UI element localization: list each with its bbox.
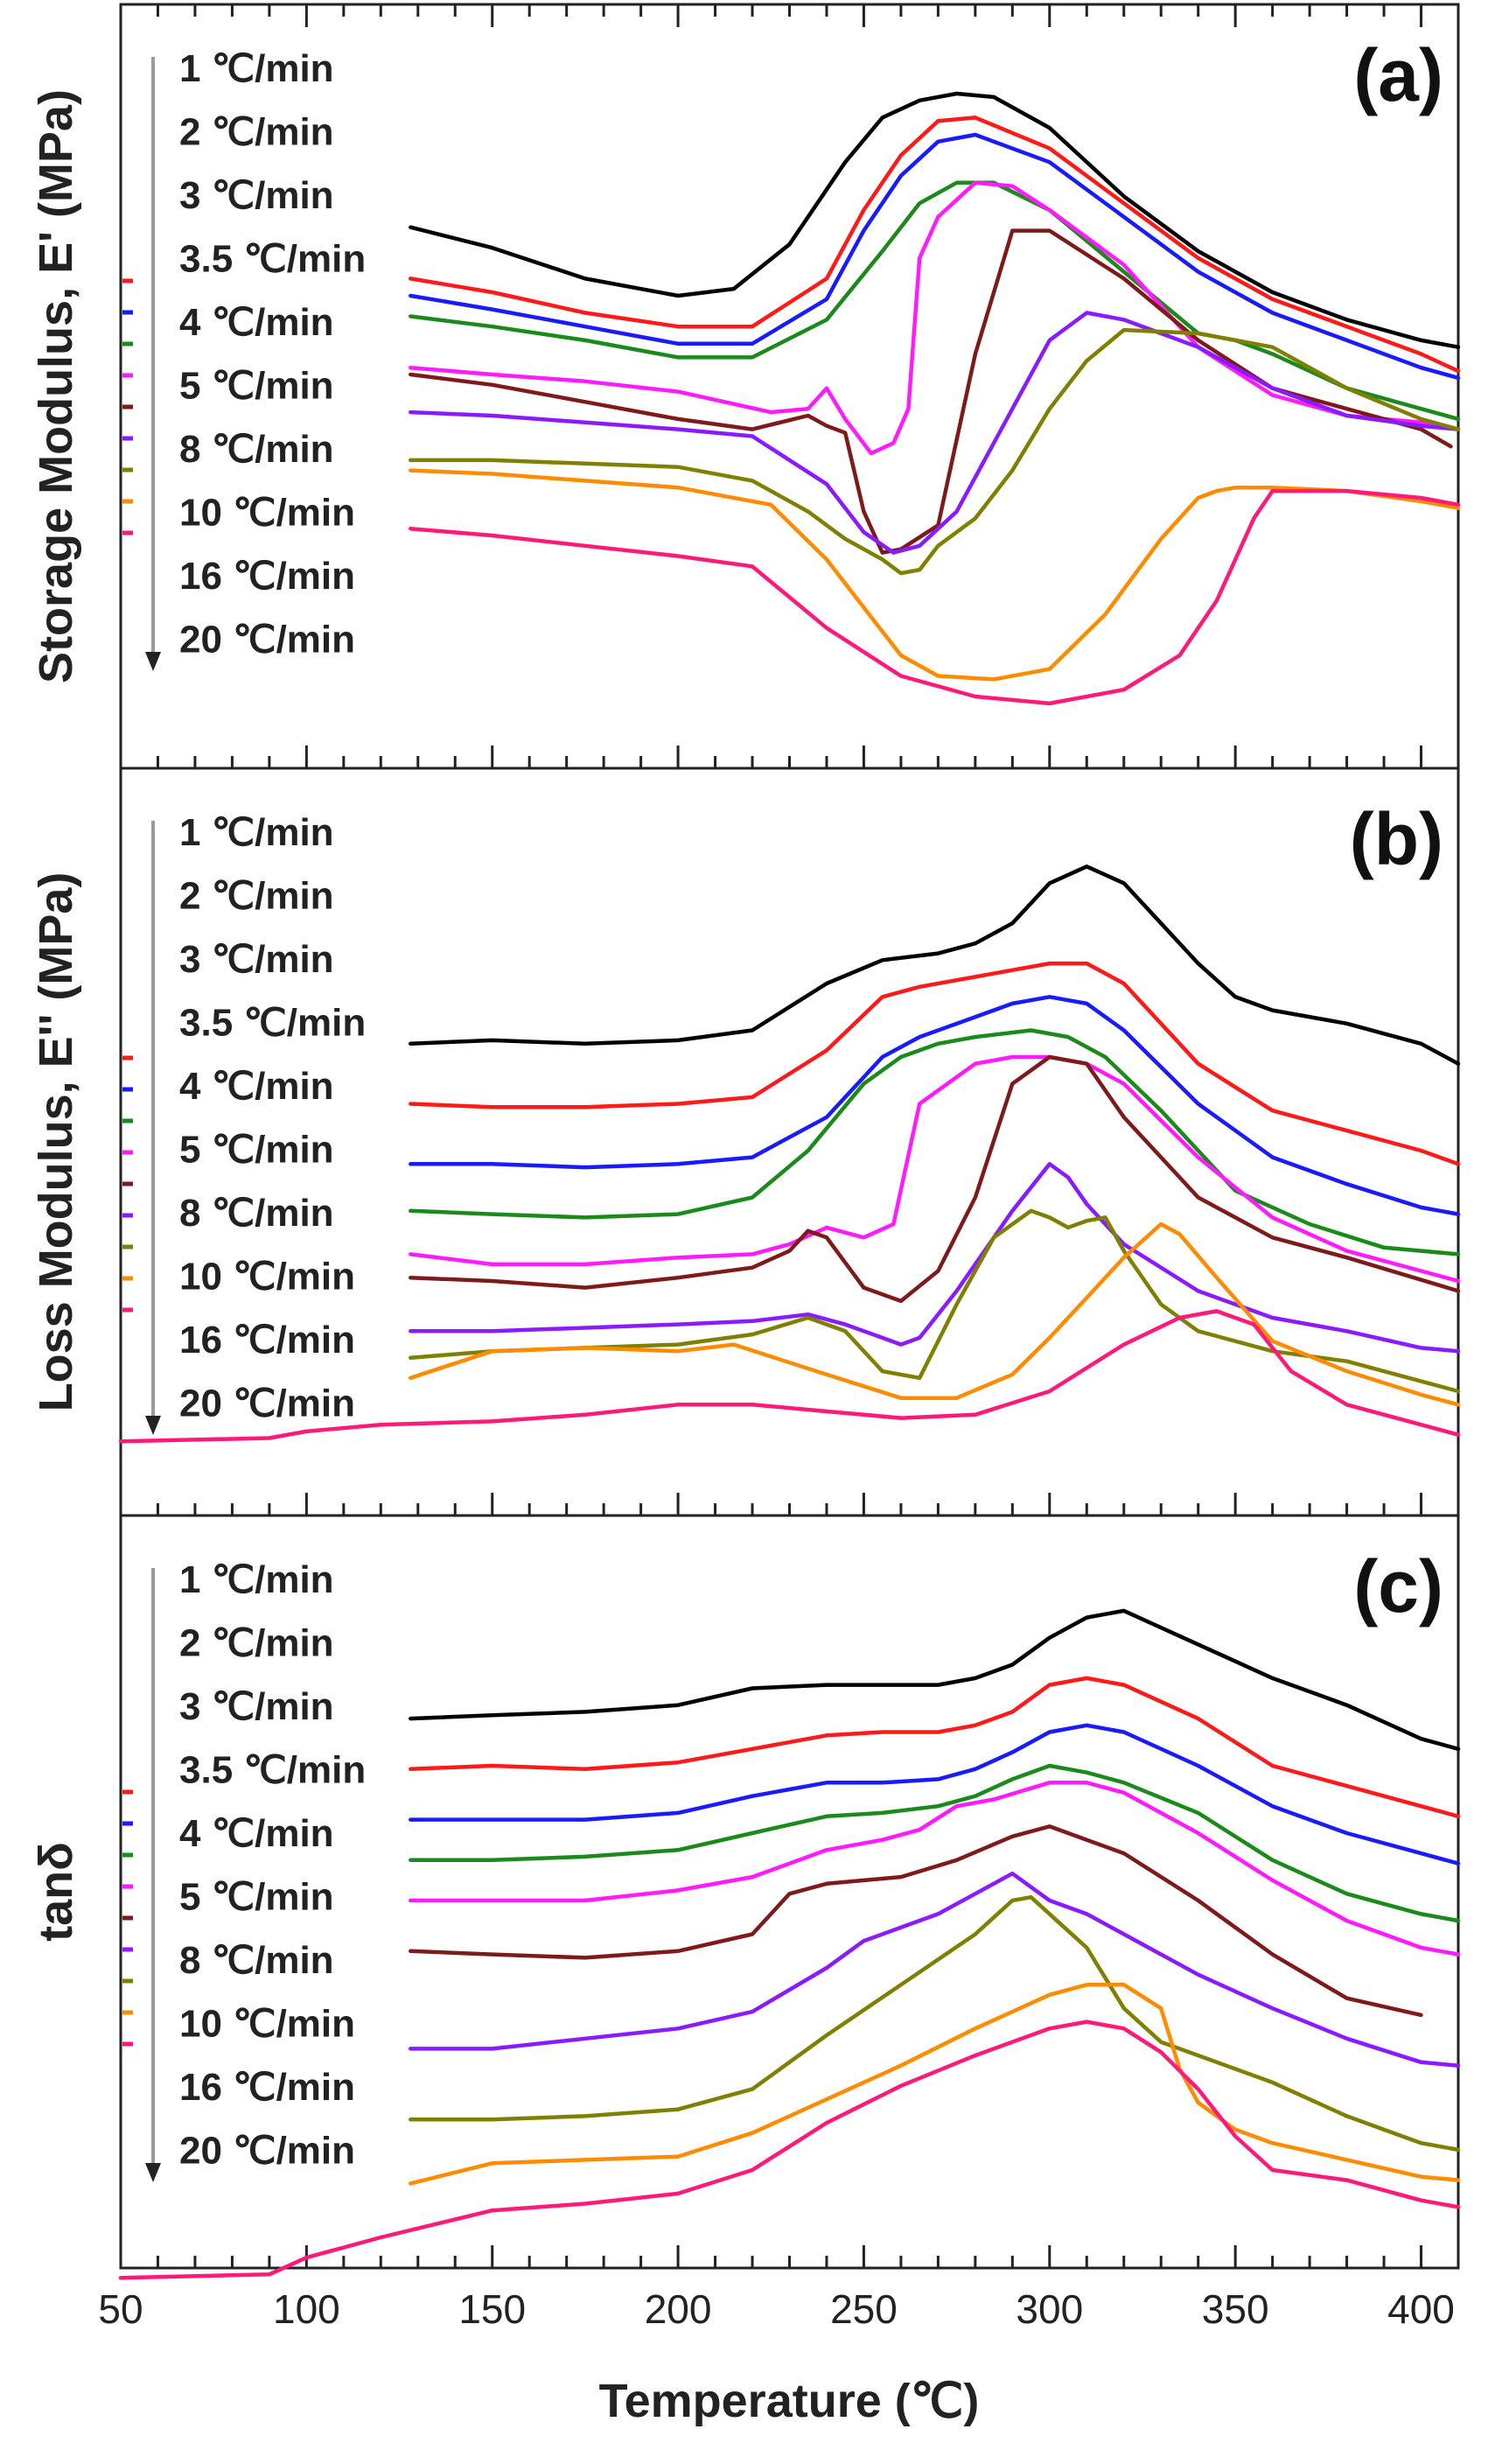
series-line-4 bbox=[409, 1763, 1461, 1923]
series-line-9 bbox=[409, 468, 1461, 682]
series-line-9 bbox=[409, 1222, 1461, 1407]
legend-entry: 2 ℃/min bbox=[179, 875, 334, 918]
series-line-8 bbox=[409, 327, 1461, 576]
series-line-10 bbox=[118, 1309, 1461, 1444]
legend-entry: 1 ℃/min bbox=[179, 811, 334, 854]
series-line-8 bbox=[409, 1894, 1461, 2152]
legend-entry: 20 ℃/min bbox=[179, 619, 355, 662]
legend-entry: 4 ℃/min bbox=[179, 301, 334, 344]
legend-entry: 2 ℃/min bbox=[179, 111, 334, 154]
panel-label: (c) bbox=[1353, 1545, 1443, 1628]
series-line-1 bbox=[409, 864, 1461, 1066]
legend-arrow-head bbox=[145, 2163, 161, 2182]
legend-entry: 5 ℃/min bbox=[179, 1876, 334, 1919]
panel-label: (b) bbox=[1350, 798, 1443, 880]
series-line-2 bbox=[409, 961, 1461, 1166]
series-line-10 bbox=[409, 488, 1461, 706]
panel-c: 1 ℃/min 2 ℃/min 3 ℃/min 3.5 ℃/min 4 ℃/min 5 ℃… bbox=[30, 1514, 1461, 2280]
series-line-10 bbox=[118, 2020, 1461, 2280]
legend-entry: 3 ℃/min bbox=[179, 1685, 334, 1728]
series-line-1 bbox=[409, 1608, 1461, 1752]
x-axis-title: Temperature (℃) bbox=[599, 2375, 980, 2427]
legend-entry: 3.5 ℃/min bbox=[179, 1749, 366, 1792]
series-line-3 bbox=[409, 132, 1461, 381]
x-tick-label: 50 bbox=[98, 2286, 143, 2332]
legend-entry: 3 ℃/min bbox=[179, 174, 334, 217]
series-line-2 bbox=[409, 1676, 1461, 1819]
series-line-2 bbox=[409, 116, 1461, 374]
panel-b: 1 ℃/min 2 ℃/min 3 ℃/min 3.5 ℃/min 4 ℃/min 5 ℃… bbox=[30, 766, 1461, 1517]
series-line-5 bbox=[409, 1054, 1461, 1284]
legend-entry: 1 ℃/min bbox=[179, 1558, 334, 1601]
legend-entry: 10 ℃/min bbox=[179, 1256, 355, 1298]
series-line-5 bbox=[409, 180, 1461, 456]
series-line-6 bbox=[409, 228, 1453, 555]
series-line-5 bbox=[409, 1781, 1461, 1956]
series-line-7 bbox=[409, 1871, 1461, 2068]
legend-entry: 16 ℃/min bbox=[179, 1319, 355, 1362]
legend-entry: 16 ℃/min bbox=[179, 2066, 355, 2109]
legend-entry: 16 ℃/min bbox=[179, 555, 355, 598]
legend-arrow-head bbox=[145, 1416, 161, 1435]
legend-entry: 8 ℃/min bbox=[179, 1939, 334, 1982]
legend-entry: 4 ℃/min bbox=[179, 1812, 334, 1855]
x-tick-label: 200 bbox=[645, 2286, 712, 2332]
series-line-7 bbox=[409, 311, 1461, 555]
series-line-3 bbox=[409, 995, 1461, 1216]
x-tick-label: 400 bbox=[1387, 2286, 1455, 2332]
x-tick-label: 100 bbox=[273, 2286, 340, 2332]
series-line-7 bbox=[409, 1162, 1461, 1354]
x-tick-label: 300 bbox=[1016, 2286, 1083, 2332]
legend-entry: 4 ℃/min bbox=[179, 1065, 334, 1108]
legend-arrow-head bbox=[145, 652, 161, 671]
legend-entry: 20 ℃/min bbox=[179, 2130, 355, 2173]
y-axis-title: Loss Modulus, E'' (MPa) bbox=[30, 872, 82, 1412]
x-tick-label: 350 bbox=[1202, 2286, 1269, 2332]
legend-entry: 1 ℃/min bbox=[179, 47, 334, 90]
legend-entry: 3.5 ℃/min bbox=[179, 1002, 366, 1045]
series-line-4 bbox=[409, 1028, 1461, 1256]
panel-a: 1 ℃/min 2 ℃/min 3 ℃/min 3.5 ℃/min 4 ℃/min 5 ℃… bbox=[30, 3, 1461, 770]
x-tick-label: 150 bbox=[458, 2286, 526, 2332]
legend-entry: 3 ℃/min bbox=[179, 938, 334, 981]
legend-entry: 8 ℃/min bbox=[179, 428, 334, 471]
y-axis-title: tanδ bbox=[30, 1842, 82, 1942]
panel-label: (a) bbox=[1353, 34, 1443, 116]
legend-entry: 5 ℃/min bbox=[179, 365, 334, 408]
legend-entry: 2 ℃/min bbox=[179, 1622, 334, 1665]
x-tick-label: 250 bbox=[830, 2286, 898, 2332]
series-line-1 bbox=[409, 91, 1461, 349]
x-axis: 50 100 150 200 250 300 350 400 Temperature (℃) bbox=[98, 2286, 1454, 2427]
legend-entry: 8 ℃/min bbox=[179, 1192, 334, 1235]
series-line-6 bbox=[409, 1054, 1461, 1304]
legend-entry: 20 ℃/min bbox=[179, 1382, 355, 1425]
legend-entry: 10 ℃/min bbox=[179, 2003, 355, 2046]
series-line-6 bbox=[409, 1824, 1423, 2018]
series-line-9 bbox=[409, 1983, 1461, 2186]
legend-entry: 5 ℃/min bbox=[179, 1129, 334, 1172]
series-line-3 bbox=[409, 1723, 1461, 1866]
legend-entry: 3.5 ℃/min bbox=[179, 238, 366, 281]
series-line-8 bbox=[409, 1208, 1461, 1394]
legend-entry: 10 ℃/min bbox=[179, 492, 355, 535]
y-axis-title: Storage Modulus, E' (MPa) bbox=[30, 89, 82, 683]
